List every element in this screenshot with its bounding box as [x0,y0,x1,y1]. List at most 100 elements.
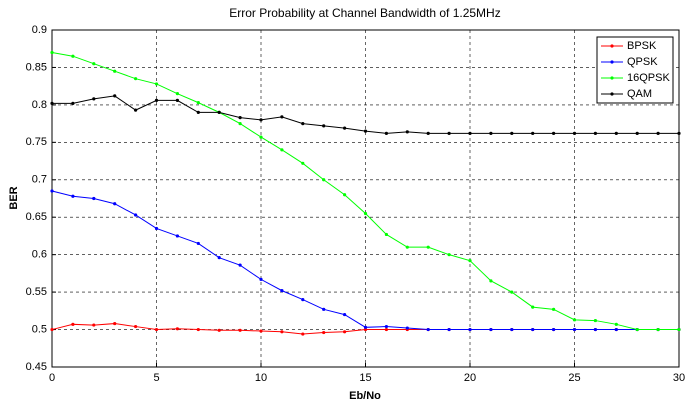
legend-marker [610,76,614,80]
point [301,161,305,165]
point [343,330,347,334]
point [384,327,388,332]
point [280,115,284,119]
point [489,131,493,135]
point [447,253,451,257]
legend-label: QAM [627,88,652,100]
point [301,332,305,336]
point [572,327,577,332]
point [343,126,347,130]
point [113,94,117,98]
plot-frame [51,29,680,368]
point [280,289,284,293]
x-tick-label: 0 [49,372,55,384]
point [405,326,409,330]
x-tick-label: 10 [255,372,267,384]
point [175,92,179,96]
point [552,327,556,332]
point [572,318,577,322]
point [468,259,472,263]
point [50,50,54,55]
point [447,327,451,332]
point [217,328,221,332]
legend-marker [610,44,614,48]
y-tick-label: 0.55 [26,286,47,298]
point [50,189,54,193]
legend-marker [610,60,614,64]
point [71,54,75,58]
point [426,327,430,332]
x-tick-label: 30 [673,372,685,384]
point [301,298,305,302]
x-tick-label: 5 [153,372,159,384]
point [593,131,598,135]
x-tick-label: 15 [359,372,371,384]
point [363,327,368,332]
point [196,110,200,114]
point [656,131,660,135]
point [531,327,535,332]
point [343,312,347,317]
point [656,327,660,332]
point [489,327,493,332]
point [280,330,284,334]
y-tick-label: 0.9 [32,24,47,36]
point [71,101,75,105]
y-tick-label: 0.6 [32,249,47,261]
point [259,329,263,333]
point [280,148,284,152]
point [426,131,430,135]
point [301,122,305,126]
y-tick-label: 0.85 [26,61,47,73]
y-tick-label: 0.8 [32,99,47,111]
point [552,131,556,135]
point [322,307,326,311]
point [635,131,639,135]
point [259,277,263,281]
point [175,234,179,238]
point [134,213,138,217]
point [71,194,75,198]
point [50,101,54,105]
point [635,327,639,332]
point [363,211,368,216]
point [593,318,598,323]
legend-marker [610,92,614,96]
point [238,263,242,267]
point [154,82,159,86]
point [217,256,221,260]
point [92,62,96,66]
point [322,124,326,128]
point [468,327,472,332]
point [572,131,577,135]
point [593,327,598,332]
point [154,226,159,231]
point [384,324,388,329]
y-tick-label: 0.5 [32,323,47,335]
chart-title: Error Probability at Channel Bandwidth o… [229,6,500,20]
point [405,245,409,249]
point [531,131,535,135]
point [322,178,326,182]
point [196,101,200,105]
point [71,322,75,326]
point [510,290,514,294]
point [426,245,430,249]
point [50,327,54,332]
point [447,131,451,135]
y-tick-label: 0.45 [26,361,47,373]
point [217,110,221,114]
legend-label: BPSK [627,40,657,52]
point [405,130,409,134]
point [175,327,179,331]
point [363,325,368,329]
x-tick-label: 25 [568,372,580,384]
point [154,327,159,332]
point [92,196,96,201]
legend-label: 16QPSK [627,72,670,84]
legend-label: QPSK [627,56,658,68]
point [238,122,242,126]
